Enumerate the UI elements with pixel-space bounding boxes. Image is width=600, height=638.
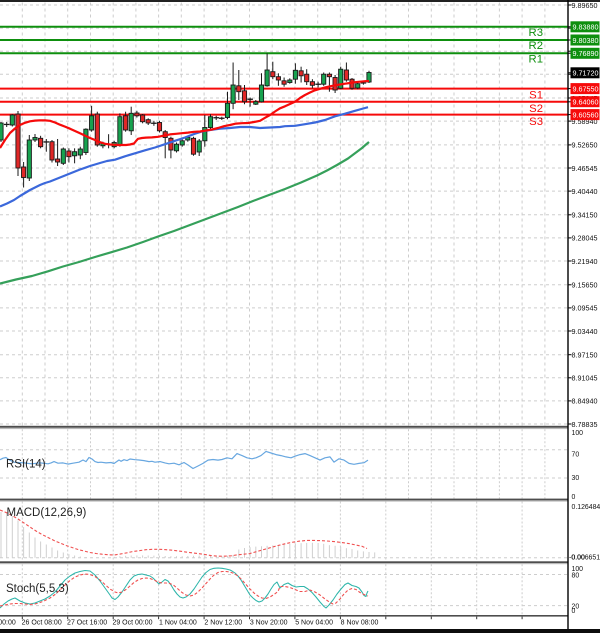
svg-text:30: 30: [572, 475, 580, 482]
svg-text:9.64060: 9.64060: [573, 98, 599, 107]
svg-text:27 Oct 16:00: 27 Oct 16:00: [67, 620, 107, 627]
svg-text:Stoch(5,5,3): Stoch(5,5,3): [6, 583, 69, 595]
svg-text:8.97150: 8.97150: [572, 351, 598, 360]
svg-text:0: 0: [572, 608, 576, 615]
svg-text:0.126484: 0.126484: [572, 504, 600, 511]
svg-text:9.40440: 9.40440: [572, 187, 598, 196]
svg-text:0: 0: [572, 494, 576, 501]
svg-text:100: 100: [572, 430, 584, 437]
svg-text:9.34150: 9.34150: [572, 211, 598, 220]
svg-text:9.67550: 9.67550: [573, 84, 599, 93]
svg-text:1 Nov 04:00: 1 Nov 04:00: [159, 620, 197, 627]
svg-text:S3: S3: [529, 116, 543, 128]
svg-text:S2: S2: [529, 103, 543, 115]
svg-text:9.71720: 9.71720: [573, 69, 599, 78]
svg-text:9.89650: 9.89650: [572, 1, 598, 10]
svg-text:9.60560: 9.60560: [573, 110, 599, 119]
svg-text:8 Nov 08:00: 8 Nov 08:00: [341, 620, 379, 627]
svg-text:9.83880: 9.83880: [573, 23, 599, 32]
svg-text:9.52650: 9.52650: [572, 141, 598, 150]
svg-text:9.76890: 9.76890: [573, 49, 599, 58]
svg-text:8.91045: 8.91045: [572, 374, 598, 383]
svg-text:9.15650: 9.15650: [572, 281, 598, 290]
svg-text:-0.006651: -0.006651: [569, 554, 600, 561]
svg-text:5 Nov 04:00: 5 Nov 04:00: [295, 620, 333, 627]
svg-text:00:00: 00:00: [0, 620, 16, 627]
svg-text:80: 80: [572, 573, 580, 580]
svg-text:9.03440: 9.03440: [572, 327, 598, 336]
svg-text:R2: R2: [529, 40, 543, 52]
svg-text:R3: R3: [529, 27, 543, 39]
svg-text:RSI(14): RSI(14): [6, 459, 46, 471]
svg-text:9.80380: 9.80380: [573, 36, 599, 45]
svg-text:9.28045: 9.28045: [572, 234, 598, 243]
svg-text:26 Oct 08:00: 26 Oct 08:00: [22, 620, 62, 627]
svg-text:3 Nov 20:00: 3 Nov 20:00: [250, 620, 288, 627]
svg-text:MACD(12,26,9): MACD(12,26,9): [7, 507, 87, 519]
svg-text:9.21940: 9.21940: [572, 257, 598, 266]
svg-text:2 Nov 12:00: 2 Nov 12:00: [204, 620, 242, 627]
svg-text:R1: R1: [529, 54, 543, 66]
svg-text:70: 70: [572, 451, 580, 458]
svg-text:29 Oct 00:00: 29 Oct 00:00: [112, 620, 152, 627]
svg-text:8.84940: 8.84940: [572, 397, 598, 406]
svg-text:S1: S1: [529, 90, 543, 102]
svg-text:8.78835: 8.78835: [572, 420, 598, 429]
svg-text:9.46545: 9.46545: [572, 164, 598, 173]
svg-text:9.09545: 9.09545: [572, 304, 598, 313]
